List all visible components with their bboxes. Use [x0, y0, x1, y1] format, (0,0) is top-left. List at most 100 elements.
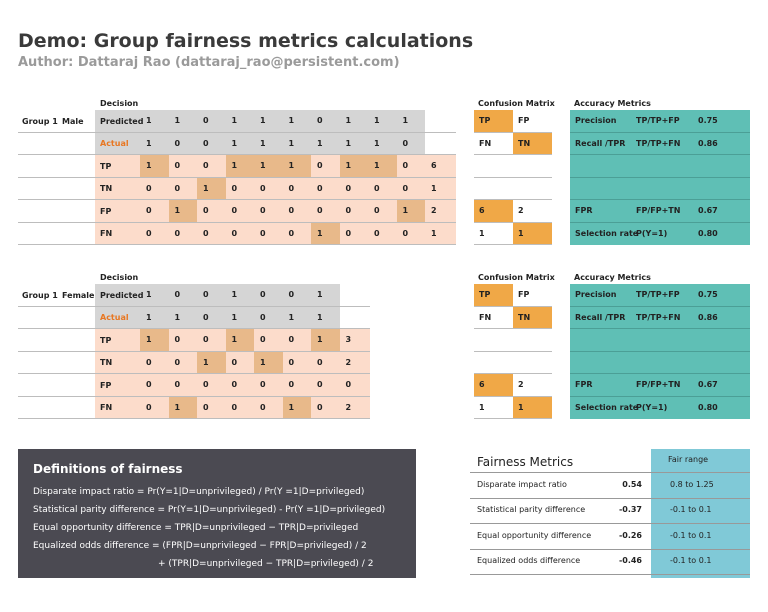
- cell: 0: [231, 183, 238, 193]
- cell: 0: [231, 402, 238, 412]
- row-total: 2: [431, 206, 437, 216]
- accuracy-cell: 0.67: [698, 380, 718, 390]
- cell: 1: [402, 116, 409, 126]
- cell: 1: [288, 116, 295, 126]
- confusion-line: [474, 305, 552, 307]
- row-bg: [95, 306, 340, 329]
- confusion-title: Confusion Matrix: [478, 98, 555, 108]
- cell: 1: [282, 396, 311, 418]
- row-line: [18, 176, 456, 178]
- cell: 0: [146, 402, 152, 412]
- cell: 0: [260, 206, 266, 216]
- cell: 1: [146, 116, 152, 126]
- cell: 0: [288, 335, 295, 345]
- definitions-box: [18, 449, 416, 578]
- accuracy-cell: FP/FP+TN: [636, 206, 681, 216]
- fairness-line: [470, 548, 750, 550]
- row-name: Predicted: [100, 116, 144, 126]
- cell: 0: [146, 228, 152, 238]
- cell: 0: [260, 183, 266, 193]
- cell: 1: [317, 290, 323, 300]
- group-sublabel: Male: [62, 116, 84, 126]
- accuracy-line: [570, 199, 750, 200]
- accuracy-cell: TP/TP+FP: [636, 290, 680, 300]
- cell: 0: [288, 206, 295, 216]
- row-bg: [95, 284, 340, 307]
- cell: 0: [174, 357, 181, 367]
- confusion-line: [474, 176, 552, 178]
- accuracy-title: Accuracy Metrics: [574, 98, 651, 108]
- cell: 0: [203, 206, 209, 216]
- row-line: [18, 305, 370, 307]
- row-line: [18, 154, 456, 155]
- row-total: 1: [431, 228, 437, 238]
- confusion-line: [474, 199, 552, 200]
- row-line: [18, 418, 370, 419]
- cell: 0: [174, 335, 181, 345]
- row-bg: [95, 351, 370, 374]
- cell: 0: [174, 228, 181, 238]
- group-label: Group 1: [22, 116, 58, 126]
- row-line: [18, 328, 370, 329]
- confusion-cell: FN: [479, 138, 492, 148]
- row-name: FN: [100, 403, 113, 413]
- confusion-cell: 6: [474, 374, 513, 396]
- row-total: 2: [345, 402, 352, 412]
- cell: 1: [311, 329, 340, 351]
- cell: 0: [231, 228, 238, 238]
- confusion-cell: TN: [513, 132, 552, 154]
- cell: 0: [203, 312, 209, 322]
- cell: 1: [317, 312, 323, 322]
- cell: 0: [203, 335, 209, 345]
- group-label: Group 1: [22, 290, 58, 300]
- accuracy-cell: 0.80: [698, 402, 718, 412]
- row-line: [18, 199, 456, 200]
- accuracy-cell: Precision: [575, 290, 617, 300]
- row-name: TN: [100, 184, 113, 194]
- accuracy-line: [570, 328, 750, 329]
- row-bg: [95, 177, 456, 200]
- row-bg: [95, 374, 370, 397]
- cell: 1: [231, 116, 238, 126]
- cell: 1: [231, 138, 238, 148]
- cell: 1: [345, 138, 352, 148]
- fairness-value: 0.54: [622, 479, 642, 489]
- cell: 1: [231, 290, 238, 300]
- cell: 0: [345, 206, 352, 216]
- fairness-value: -0.46: [618, 556, 642, 565]
- cell: 0: [374, 228, 380, 238]
- accuracy-cell: P(Y=1): [636, 402, 668, 412]
- accuracy-cell: 0.86: [698, 138, 718, 148]
- accuracy-cell: FPR: [575, 206, 593, 216]
- definition-line: + (TPR|D=unprivileged − TPR|D=privileged…: [158, 559, 374, 569]
- fairness-name: Equal opportunity difference: [477, 530, 592, 540]
- confusion-cell: 1: [513, 396, 552, 418]
- fair-range-header: Fair range: [668, 455, 709, 464]
- cell: 0: [317, 380, 323, 390]
- confusion-cell: 6: [474, 200, 513, 222]
- accuracy-cell: TP/TP+FN: [636, 138, 681, 148]
- cell: 0: [203, 290, 209, 300]
- fairness-range: -0.1 to 0.1: [670, 530, 712, 540]
- group-sublabel: Female: [62, 290, 95, 300]
- title: Demo: Group fairness metrics calculation…: [18, 30, 474, 52]
- accuracy-cell: Selection rate: [575, 228, 639, 238]
- cell: 1: [288, 138, 295, 148]
- cell: 0: [317, 402, 323, 412]
- confusion-cell: FP: [518, 290, 530, 300]
- row-total: 3: [345, 335, 352, 345]
- definitions-title: Definitions of fairness: [33, 462, 183, 476]
- row-total: 1: [431, 183, 437, 193]
- cell: 0: [260, 335, 266, 345]
- cell: 0: [288, 290, 295, 300]
- accuracy-cell: FPR: [575, 380, 593, 390]
- cell: 0: [146, 380, 152, 390]
- accuracy-cell: FP/FP+TN: [636, 380, 681, 390]
- row-total: 6: [431, 161, 437, 171]
- cell: 0: [174, 138, 181, 148]
- cell: 1: [140, 329, 169, 351]
- confusion-cell: 1: [513, 222, 552, 244]
- row-name: FP: [100, 380, 112, 390]
- cell: 0: [374, 206, 380, 216]
